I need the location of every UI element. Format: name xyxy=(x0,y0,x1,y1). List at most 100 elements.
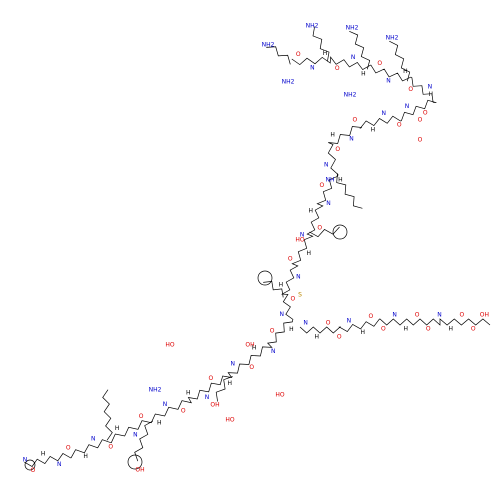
residue-side-chain xyxy=(134,420,153,462)
atom-label: H xyxy=(448,326,453,333)
atom-label: O xyxy=(296,51,301,58)
terminal-label: NH2 xyxy=(262,42,275,49)
terminal-label: NH xyxy=(326,177,335,184)
atom-label: N xyxy=(205,394,210,401)
atom-label: N xyxy=(392,312,397,319)
atom-label: O xyxy=(335,146,340,153)
atom-label: H xyxy=(252,345,257,352)
residue-side-chain xyxy=(215,376,233,402)
atom-label: O xyxy=(317,224,322,231)
residue-side-chain xyxy=(389,40,411,82)
atom-label: N xyxy=(310,64,315,71)
atom-label: N xyxy=(57,461,62,468)
atom-label: H xyxy=(227,380,232,387)
atom-label: N xyxy=(230,361,235,368)
terminal-label: NH2 xyxy=(306,23,319,30)
terminal-label: NH2 xyxy=(346,25,359,32)
atom-label: H xyxy=(186,389,191,396)
terminal-label: NH2 xyxy=(149,387,162,394)
ring xyxy=(332,224,348,240)
atom-label: O xyxy=(460,312,465,319)
atom-label: O xyxy=(181,408,186,415)
atom-label: O xyxy=(249,364,254,371)
terminal-label: O xyxy=(418,137,423,144)
atom-label: O xyxy=(423,109,428,116)
atom-label: O xyxy=(426,326,431,333)
atom-label: O xyxy=(139,413,144,420)
atom-label: OH xyxy=(480,312,489,319)
terminal-label: HO xyxy=(275,392,285,399)
atom-label: N xyxy=(133,432,138,439)
terminal-label: HO xyxy=(225,417,235,424)
atom-label: H xyxy=(371,126,376,133)
atom-label: N xyxy=(386,77,391,84)
atom-label: N xyxy=(428,83,433,90)
atom-label: O xyxy=(471,326,476,333)
atom-label: N xyxy=(347,318,352,325)
atom-label: H xyxy=(41,450,46,457)
atom-label: H xyxy=(338,176,343,183)
atom-label: H xyxy=(83,453,88,460)
ring xyxy=(257,270,273,286)
terminal-label: O xyxy=(418,117,423,124)
atom-label: H xyxy=(403,68,408,75)
atom-label: O xyxy=(397,122,402,129)
atom-label: N xyxy=(349,136,354,143)
ring xyxy=(24,459,36,471)
atom-label: O xyxy=(288,256,293,263)
backbone-bond xyxy=(24,56,437,467)
ring xyxy=(127,454,143,470)
atom-label: N xyxy=(326,200,331,207)
atom-label: O xyxy=(353,117,358,124)
atom-label: O xyxy=(381,326,386,333)
terminal-label: NH2 xyxy=(386,35,399,42)
atom-label: H xyxy=(315,334,320,341)
atom-label: H xyxy=(308,207,313,214)
atom-label: O xyxy=(209,375,214,382)
atom-label: H xyxy=(115,425,120,432)
atom-label: N xyxy=(280,311,285,318)
atom-label: O xyxy=(369,313,374,320)
residue-side-chain xyxy=(349,30,371,70)
atom-label: O xyxy=(415,312,420,319)
atom-label: N xyxy=(91,435,96,442)
atom-label: N xyxy=(351,54,356,61)
terminal-label: OH xyxy=(210,402,219,409)
atom-label: H xyxy=(323,50,328,57)
atom-label: N xyxy=(271,348,276,355)
atom-label: N xyxy=(296,273,301,280)
atom-label: O xyxy=(66,445,71,452)
terminal-label: HO xyxy=(165,342,175,349)
side-chain-bond xyxy=(299,318,491,334)
terminal-label: NH2 xyxy=(282,79,295,86)
atom-label: H xyxy=(306,250,311,257)
atom-label: O xyxy=(320,182,325,189)
atom-label: H xyxy=(289,326,294,333)
residue-side-chain xyxy=(309,226,340,238)
atom-label: N xyxy=(405,103,410,110)
atom-label: N xyxy=(300,232,305,239)
terminal-label: S xyxy=(298,292,302,299)
atom-label: O xyxy=(108,444,113,451)
terminal-label: N xyxy=(23,457,28,464)
atom-label: O xyxy=(31,467,36,474)
atom-label: H xyxy=(279,282,284,289)
atom-label: O xyxy=(335,65,340,72)
atom-label: O xyxy=(377,60,382,67)
atom-label: N xyxy=(437,312,442,319)
atom-label: N xyxy=(303,320,308,327)
residue-side-chain xyxy=(266,46,291,65)
atom-label: H xyxy=(404,326,409,333)
terminal-label: HO xyxy=(295,237,305,244)
atom-label: H xyxy=(360,329,365,336)
terminal-label: OH xyxy=(135,467,144,474)
atom-label: O xyxy=(270,328,275,335)
atom-label: O xyxy=(337,334,342,341)
atom-label: N xyxy=(163,401,168,408)
atom-label: H xyxy=(428,91,433,98)
atom-label: O xyxy=(408,86,413,93)
residue-side-chain xyxy=(263,281,284,298)
atom-label: O xyxy=(326,320,331,327)
